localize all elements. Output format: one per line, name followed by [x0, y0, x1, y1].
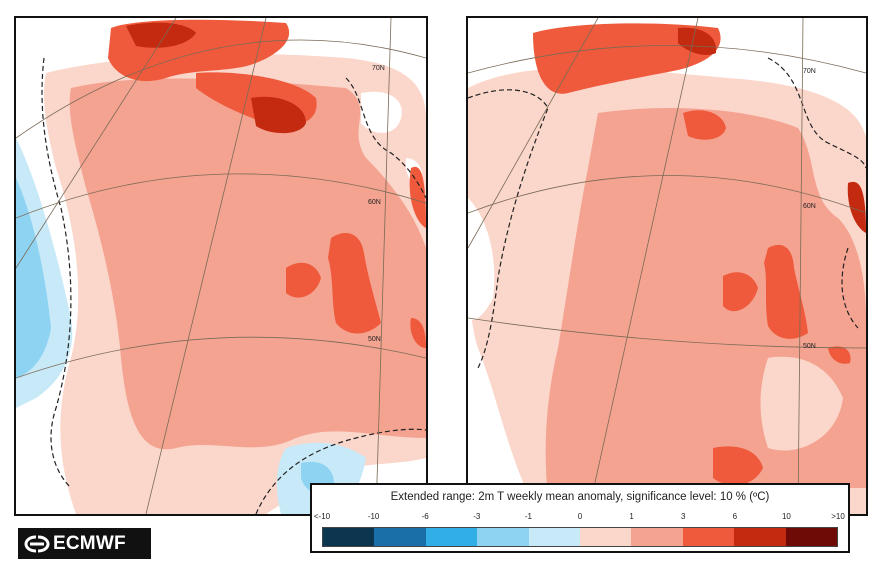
graticule: [16, 18, 426, 514]
cold-anomaly-region-core: [16, 178, 51, 378]
legend-tick: -3: [473, 512, 481, 521]
legend-swatch: [682, 528, 735, 546]
legend-swatch: [785, 528, 838, 546]
legend-tick: -10: [367, 512, 380, 521]
lat-label-70n: 70N: [803, 68, 816, 75]
ecmwf-logo: ECMWF: [18, 528, 151, 559]
great-britain-region: [764, 244, 808, 339]
anomaly-map-right: 70N 60N 50N: [466, 16, 868, 516]
ireland-region: [723, 272, 758, 312]
legend-tick: 3: [680, 512, 686, 521]
warm-anomaly-main: [69, 78, 426, 450]
legend-swatch: [323, 528, 375, 546]
iceland-region: [683, 110, 726, 140]
lat-label-50n: 50N: [368, 336, 381, 343]
legend-color-bar: [322, 527, 838, 547]
legend-tick: -1: [524, 512, 532, 521]
legend-tick: 0: [577, 512, 583, 521]
legend-swatch: [580, 528, 632, 546]
legend-ticks: <-10 -10 -6 -3 -1 0 1 3 6 10 >10: [314, 512, 845, 524]
lat-label-60n: 60N: [803, 203, 816, 210]
anomaly-map-left-svg: 70N 60N 50N: [16, 18, 426, 514]
legend-swatch: [425, 528, 478, 546]
greenland-region: [533, 23, 721, 94]
legend-tick: >10: [831, 512, 845, 521]
legend-tick: 1: [629, 512, 634, 521]
logo-text: ECMWF: [53, 532, 126, 554]
lat-label-60n: 60N: [368, 199, 381, 206]
legend-title: Extended range: 2m T weekly mean anomaly…: [390, 491, 770, 503]
legend-swatch: [374, 528, 426, 546]
lat-label-50n: 50N: [803, 343, 816, 350]
anomaly-map-left: 70N 60N 50N: [14, 16, 428, 516]
legend-tick: -6: [421, 512, 429, 521]
legend-swatch: [631, 528, 683, 546]
legend-swatch: [477, 528, 529, 546]
legend-tick: 10: [781, 512, 791, 521]
iceland-region: [251, 96, 306, 134]
legend-swatch: [734, 528, 786, 546]
legend-tick: 6: [732, 512, 738, 521]
legend-swatch: [528, 528, 581, 546]
graticule: [468, 18, 866, 514]
ireland-region: [286, 262, 321, 298]
color-legend: Extended range: 2m T weekly mean anomaly…: [310, 483, 850, 553]
ecmwf-logo-icon: [24, 535, 50, 552]
legend-tick: <-10: [313, 512, 331, 521]
great-britain-region: [328, 233, 381, 334]
anomaly-map-right-svg: 70N 60N 50N: [468, 18, 866, 514]
lat-label-70n: 70N: [372, 65, 385, 72]
